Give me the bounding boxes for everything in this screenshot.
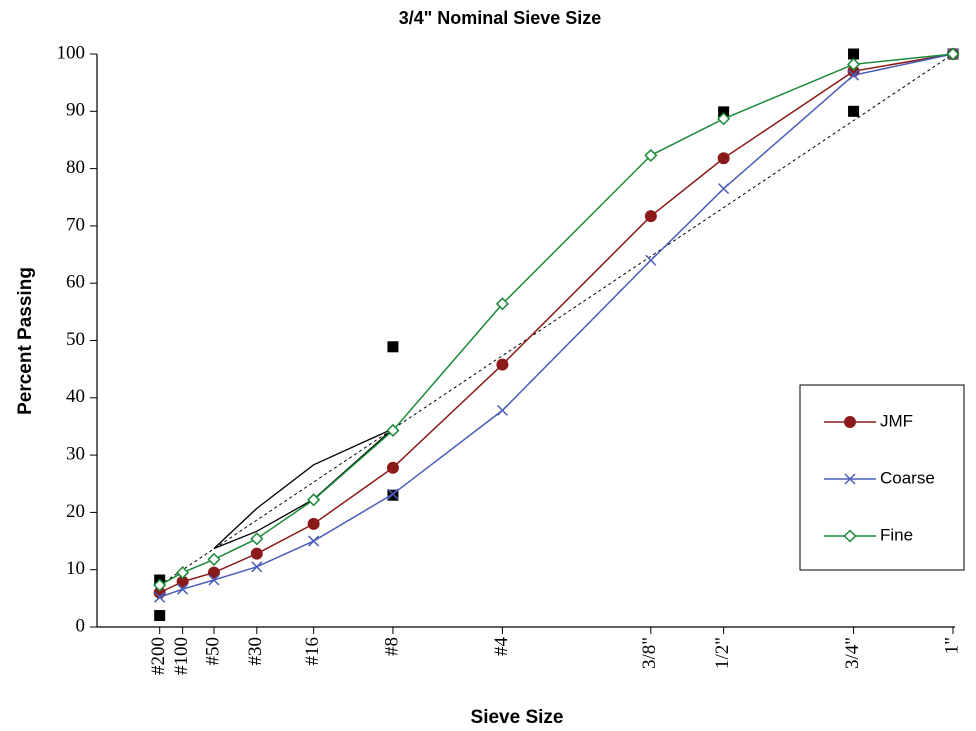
- x-tick-label: 1": [941, 637, 962, 654]
- series-marker: [496, 358, 509, 371]
- legend: JMF Coarse Fine: [799, 384, 965, 571]
- series-marker: [496, 404, 508, 416]
- series-marker: [250, 547, 263, 560]
- control-point: [387, 489, 399, 501]
- series-marker: [717, 152, 730, 165]
- chart-title: 3/4" Nominal Sieve Size: [399, 8, 602, 28]
- x-tick-label: #8: [381, 637, 402, 656]
- series-marker: [718, 183, 730, 195]
- y-tick-label: 10: [66, 558, 85, 579]
- legend-label: JMF: [880, 411, 913, 430]
- y-tick-label: 80: [66, 157, 85, 178]
- legend-label: Fine: [880, 525, 913, 544]
- legend-box: [799, 384, 965, 571]
- series-marker: [207, 552, 221, 566]
- y-tick-label: 50: [66, 329, 85, 350]
- series-marker: [251, 561, 263, 573]
- series-marker: [308, 535, 320, 547]
- y-tick-label: 40: [66, 386, 85, 407]
- control-point: [154, 610, 166, 622]
- series-marker: [386, 461, 399, 474]
- series-marker: [645, 254, 657, 266]
- legend-label: Coarse: [880, 468, 935, 487]
- series-marker: [208, 574, 220, 586]
- series-marker: [177, 583, 189, 595]
- control-point: [718, 106, 730, 118]
- series-marker: [644, 210, 657, 223]
- x-tick-label: #100: [171, 637, 192, 675]
- series-marker: [250, 532, 264, 546]
- restricted-zone-upper: [213, 428, 394, 549]
- x-tick-label: 3/8": [639, 637, 660, 669]
- series-marker: [848, 69, 860, 81]
- x-tick-label: 3/4": [842, 637, 863, 669]
- x-tick-label: #200: [148, 637, 169, 675]
- y-tick-label: 90: [66, 100, 85, 121]
- control-point: [387, 341, 399, 353]
- series-marker: [644, 148, 658, 162]
- x-tick-label: #50: [202, 637, 223, 666]
- restricted-zone-lower: [213, 428, 394, 550]
- series-marker: [307, 493, 321, 507]
- series-marker: [153, 578, 167, 592]
- x-axis-title: Sieve Size: [471, 707, 564, 728]
- y-tick-label: 30: [66, 443, 85, 464]
- y-tick-label: 20: [66, 501, 85, 522]
- y-tick-label: 0: [76, 615, 86, 636]
- control-point: [848, 48, 860, 60]
- x-tick-label: #16: [302, 637, 323, 666]
- legend-marker: [844, 416, 856, 428]
- x-tick-label: #4: [491, 637, 512, 657]
- series-marker: [387, 488, 399, 500]
- series-marker: [495, 297, 509, 311]
- series-marker: [307, 517, 320, 530]
- legend-marker: [843, 529, 857, 543]
- control-point: [848, 105, 860, 117]
- series-marker: [846, 57, 861, 71]
- y-axis-title: Percent Passing: [15, 267, 36, 415]
- series-marker: [176, 566, 190, 580]
- y-tick-label: 60: [66, 272, 85, 293]
- y-tick-label: 70: [66, 214, 85, 235]
- legend-marker: [844, 473, 856, 485]
- series-marker: [717, 112, 731, 126]
- series-marker: [386, 423, 400, 438]
- x-tick-label: 1/2": [712, 637, 733, 669]
- series-marker: [946, 47, 960, 61]
- series-marker: [207, 566, 220, 579]
- x-tick-label: #30: [245, 637, 266, 666]
- y-tick-label: 100: [57, 42, 86, 63]
- series-marker: [154, 591, 166, 603]
